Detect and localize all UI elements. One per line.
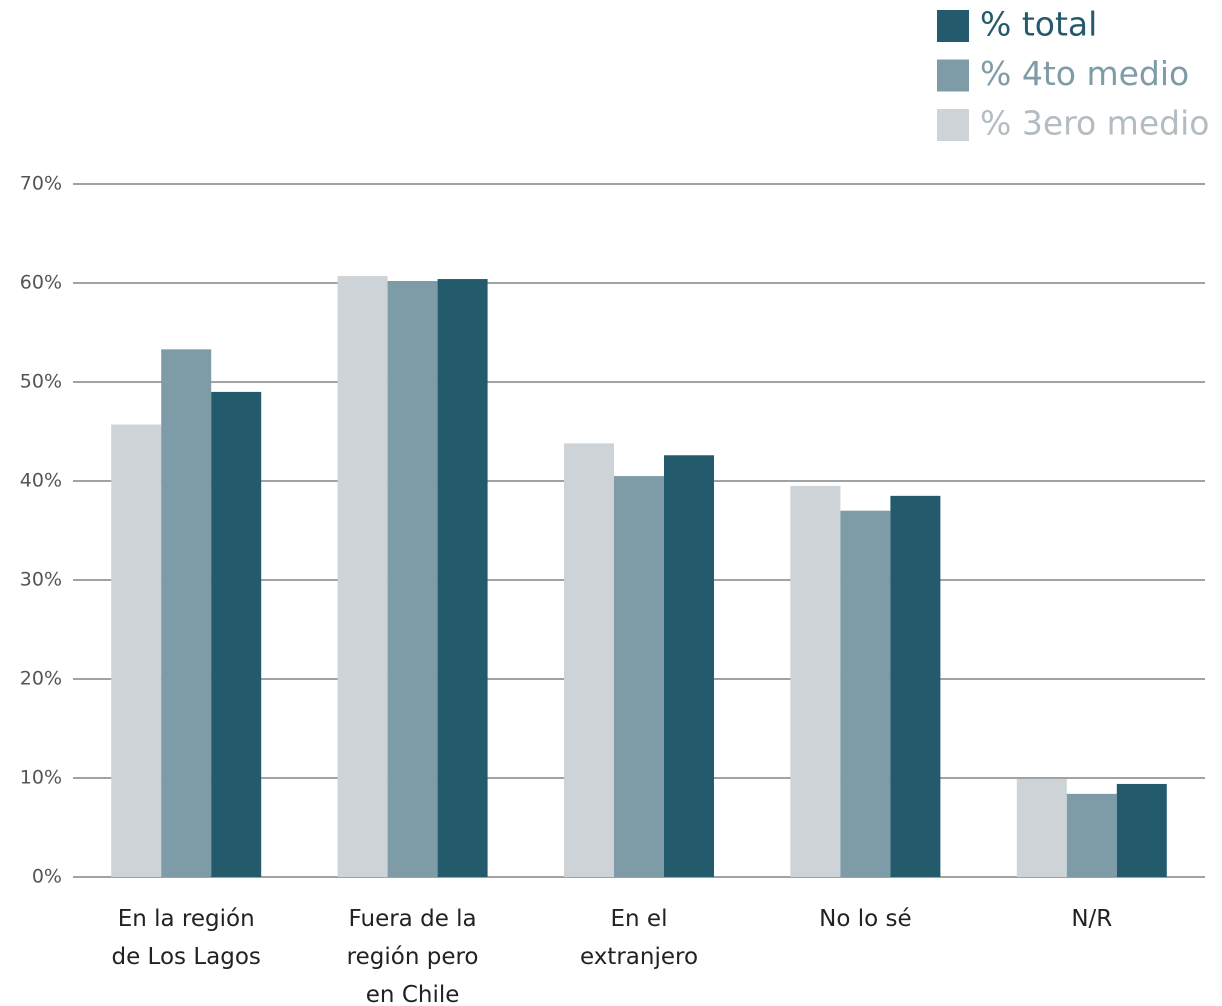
legend-swatch xyxy=(937,59,969,92)
x-tick-label: En la región de Los Lagos xyxy=(111,906,261,970)
y-tick-label: 20% xyxy=(20,668,62,690)
x-tick-label: N/R xyxy=(1071,906,1113,932)
legend-label: % total xyxy=(980,5,1097,44)
bar xyxy=(840,510,891,877)
legend-swatch xyxy=(937,109,969,141)
y-tick-label: 30% xyxy=(20,569,62,591)
bar xyxy=(1116,783,1167,877)
bar xyxy=(890,495,941,877)
legend-label: % 3ero medio xyxy=(980,104,1209,143)
bar xyxy=(337,276,388,877)
y-tick-label: 40% xyxy=(20,470,62,492)
bar xyxy=(437,279,488,877)
bar xyxy=(1066,793,1117,877)
x-tick-label: No lo sé xyxy=(819,906,912,932)
bar xyxy=(211,391,262,877)
bar xyxy=(614,476,664,877)
bar xyxy=(564,443,614,877)
y-tick-label: 60% xyxy=(20,272,62,294)
bar xyxy=(387,281,438,877)
bar xyxy=(111,424,162,877)
y-tick-label: 10% xyxy=(20,767,62,789)
bar xyxy=(790,485,841,877)
x-tick-label: Fuera de la región pero en Chile xyxy=(346,906,479,1006)
bar xyxy=(161,349,212,878)
y-tick-label: 50% xyxy=(20,371,62,393)
y-tick-label: 70% xyxy=(20,173,62,195)
y-tick-label: 0% xyxy=(32,866,62,888)
legend-swatch xyxy=(937,10,969,42)
legend-label: % 4to medio xyxy=(980,54,1189,93)
x-tick-label: En el extranjero xyxy=(579,906,699,970)
bar xyxy=(664,455,714,877)
bar xyxy=(1016,778,1067,877)
